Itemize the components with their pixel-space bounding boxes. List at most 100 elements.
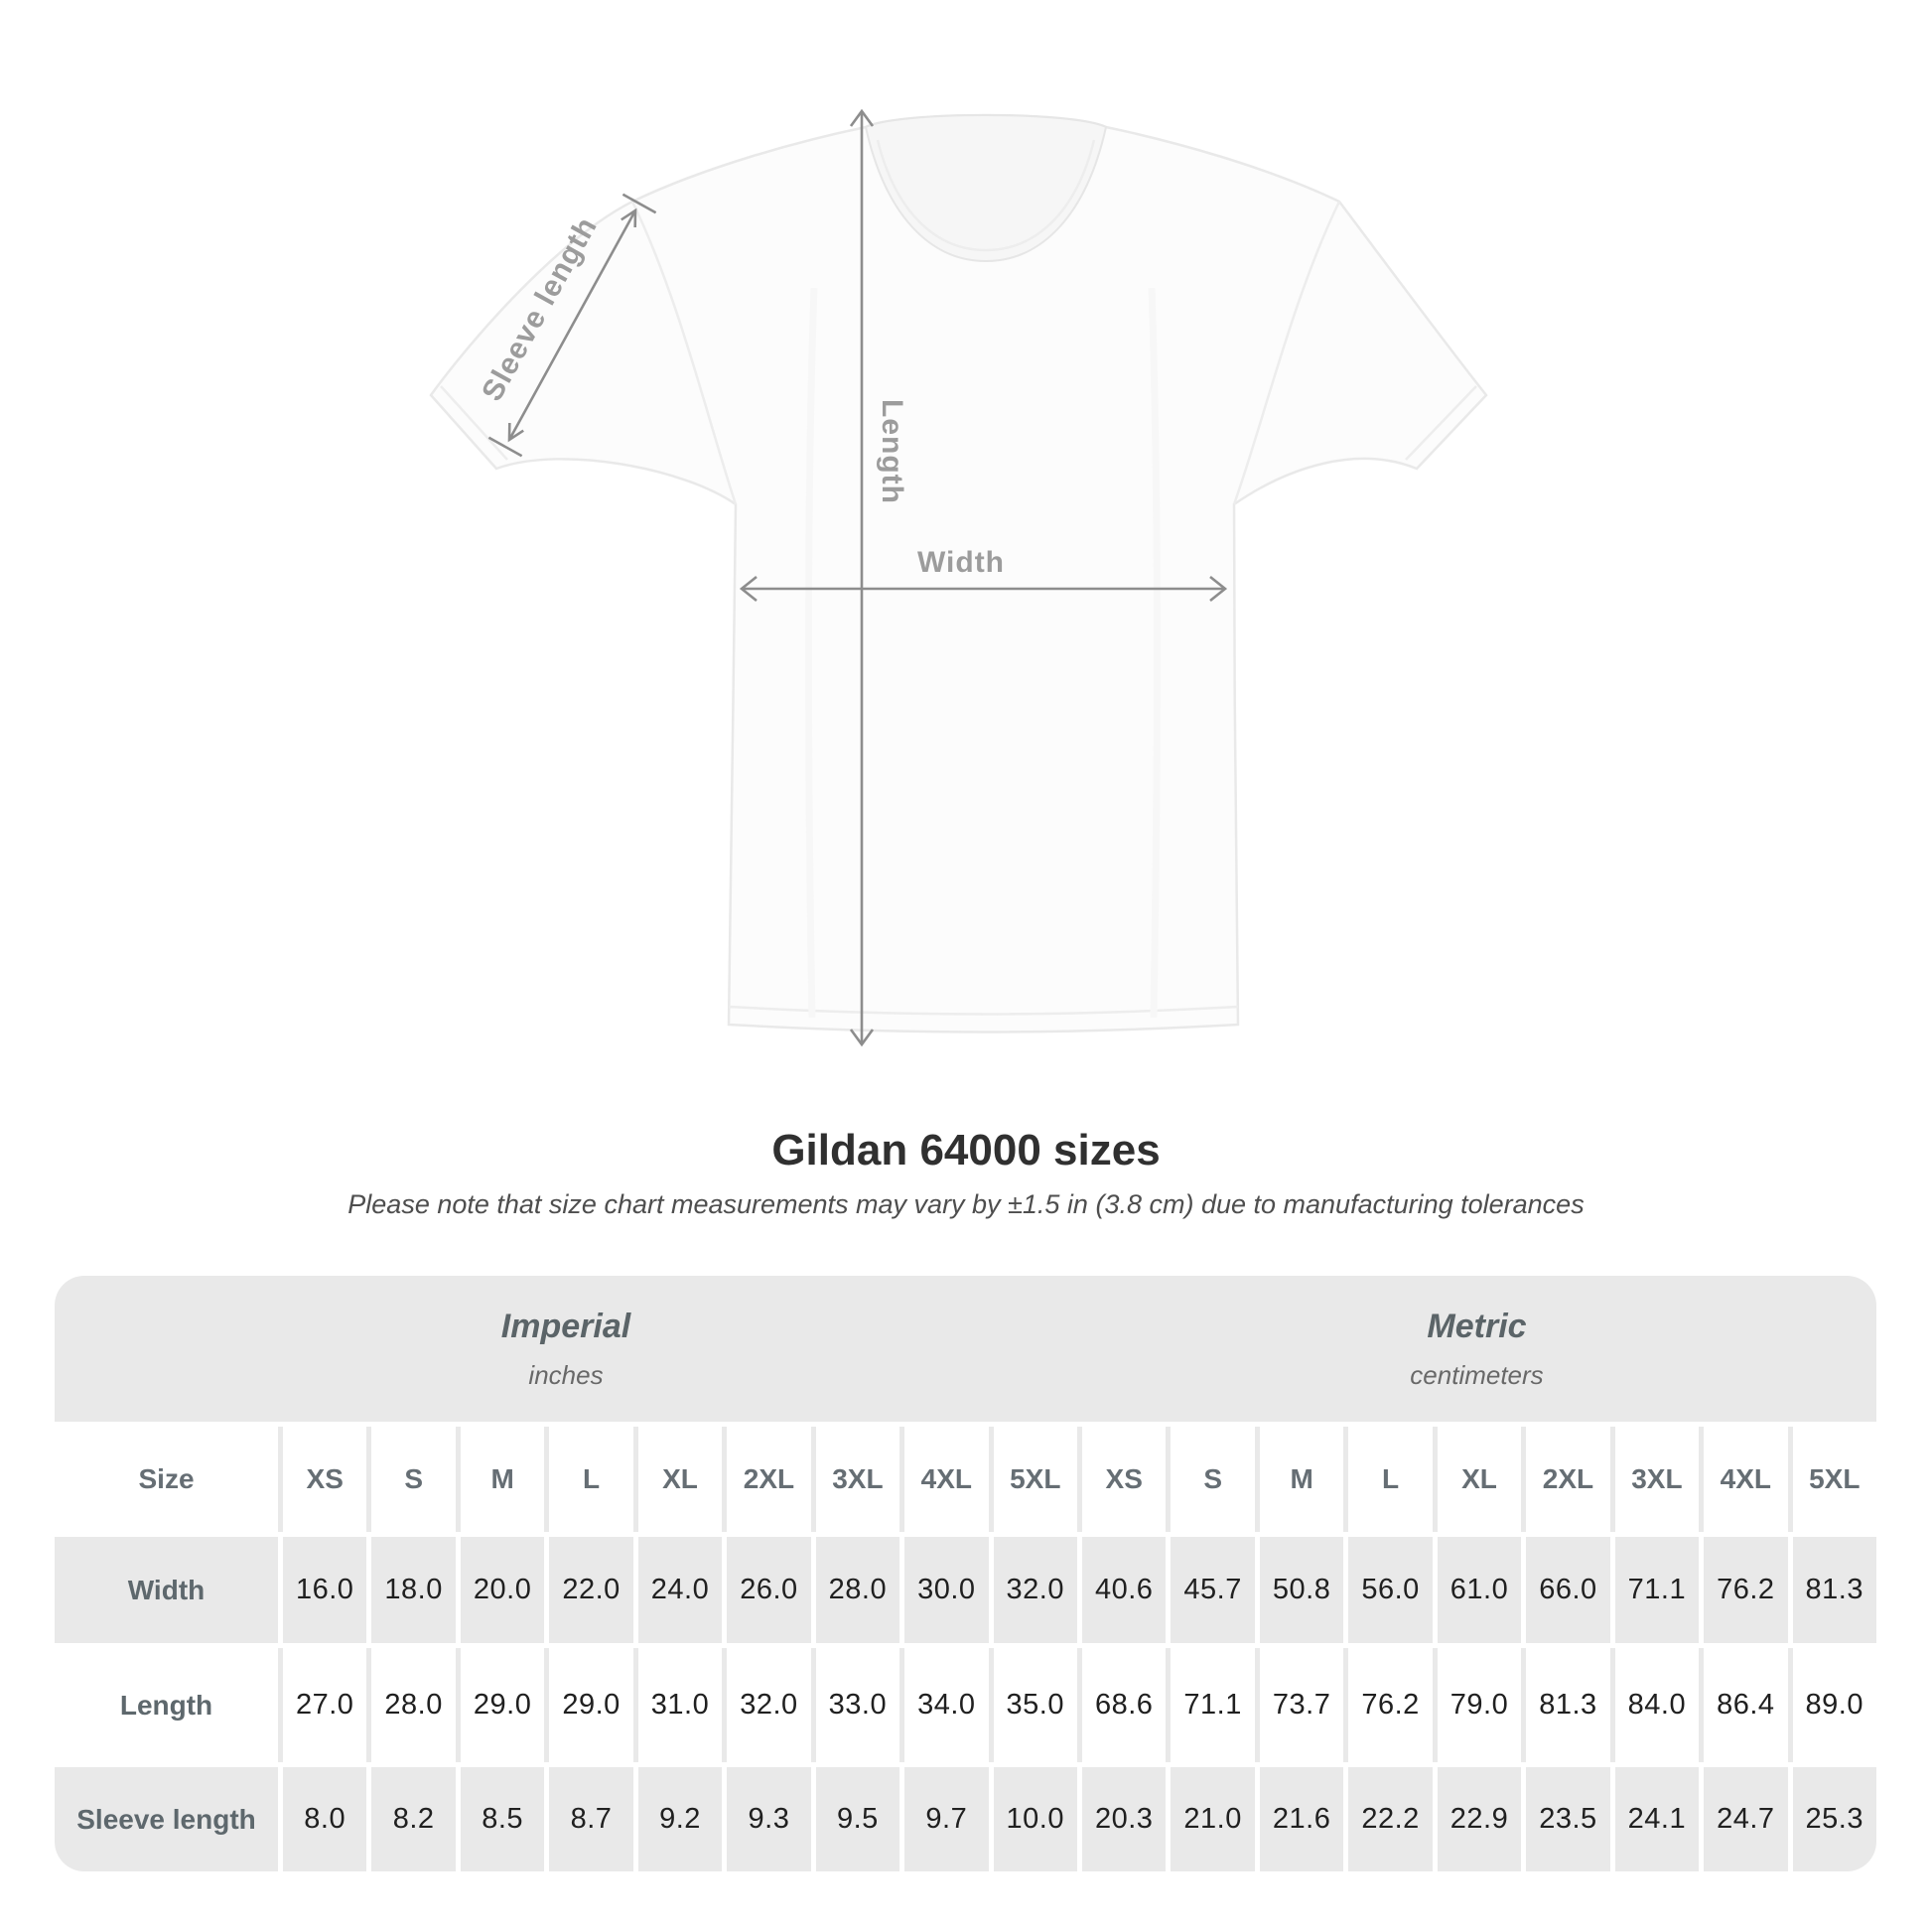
- imperial-group-unit: inches: [528, 1359, 604, 1390]
- sleeve-length-row: Sleeve length 8.0 8.2 8.5 8.7 9.2 9.3 9.…: [55, 1767, 1876, 1871]
- left-armhole-seam: [630, 201, 738, 505]
- table-cell: 20.3: [1081, 1767, 1167, 1871]
- size-header-cell: 4XL: [1704, 1427, 1788, 1532]
- table-cell: 32.0: [727, 1648, 811, 1762]
- row-label-length: Length: [55, 1648, 278, 1762]
- right-cuff-seam: [1405, 385, 1477, 461]
- size-header-cell: S: [1171, 1427, 1255, 1532]
- right-armhole-seam: [1232, 201, 1341, 505]
- table-cell: 34.0: [904, 1648, 989, 1762]
- size-header-cell: L: [549, 1427, 633, 1532]
- table-cell: 9.3: [727, 1767, 811, 1871]
- table-cell: 22.0: [549, 1537, 633, 1643]
- size-column-header: Size: [55, 1427, 278, 1532]
- table-cell: 68.6: [1081, 1648, 1167, 1762]
- size-header-cell: M: [460, 1427, 545, 1532]
- unit-group-header-row: Imperial inches Metric centimeters: [55, 1276, 1876, 1422]
- length-row: Length 27.0 28.0 29.0 29.0 31.0 32.0 33.…: [55, 1648, 1876, 1762]
- table-cell: 32.0: [993, 1537, 1077, 1643]
- imperial-group-title: Imperial: [500, 1307, 631, 1345]
- table-cell: 73.7: [1259, 1648, 1344, 1762]
- table-cell: 61.0: [1437, 1537, 1522, 1643]
- length-arrowhead-top: [849, 108, 875, 127]
- collar-opening: [864, 114, 1108, 263]
- size-header-cell: 2XL: [727, 1427, 811, 1532]
- table-cell: 56.0: [1348, 1537, 1433, 1643]
- page-title: Gildan 64000 sizes: [771, 1126, 1161, 1174]
- table-cell: 18.0: [371, 1537, 456, 1643]
- size-header-cell: XL: [1437, 1427, 1522, 1532]
- size-header-cell: XS: [1081, 1427, 1167, 1532]
- table-cell: 8.5: [460, 1767, 545, 1871]
- metric-group-header: Metric centimeters: [1077, 1276, 1876, 1422]
- table-cell: 66.0: [1526, 1537, 1610, 1643]
- size-header-cell: 5XL: [993, 1427, 1077, 1532]
- width-label: Width: [917, 546, 1005, 579]
- width-arrowhead-right: [1209, 575, 1228, 603]
- table-cell: 28.0: [371, 1648, 456, 1762]
- table-cell: 10.0: [993, 1767, 1077, 1871]
- table-cell: 76.2: [1704, 1537, 1788, 1643]
- table-cell: 24.7: [1704, 1767, 1788, 1871]
- table-cell: 27.0: [283, 1648, 367, 1762]
- table-cell: 16.0: [283, 1537, 367, 1643]
- table-cell: 29.0: [549, 1648, 633, 1762]
- table-cell: 24.0: [637, 1537, 723, 1643]
- table-cell: 8.2: [371, 1767, 456, 1871]
- table-cell: 40.6: [1081, 1537, 1167, 1643]
- length-arrowhead-bottom: [849, 1029, 875, 1047]
- tshirt-measurement-diagram: Length Width Sleeve length: [429, 108, 1488, 1047]
- table-cell: 33.0: [815, 1648, 900, 1762]
- sleeve-arrowhead-bottom: [507, 422, 524, 443]
- table-cell: 9.2: [637, 1767, 723, 1871]
- width-row: Width 16.0 18.0 20.0 22.0 24.0 26.0 28.0…: [55, 1537, 1876, 1643]
- table-cell: 71.1: [1614, 1537, 1700, 1643]
- table-cell: 8.0: [283, 1767, 367, 1871]
- table-cell: 23.5: [1526, 1767, 1610, 1871]
- table-cell: 28.0: [815, 1537, 900, 1643]
- table-cell: 81.3: [1526, 1648, 1610, 1762]
- table-cell: 9.7: [904, 1767, 989, 1871]
- table-cell: 9.5: [815, 1767, 900, 1871]
- size-header-cell: XS: [283, 1427, 367, 1532]
- size-header-cell: 5XL: [1792, 1427, 1876, 1532]
- table-cell: 25.3: [1792, 1767, 1876, 1871]
- table-cell: 45.7: [1171, 1537, 1255, 1643]
- table-cell: 86.4: [1704, 1648, 1788, 1762]
- table-cell: 79.0: [1437, 1648, 1522, 1762]
- table-cell: 21.0: [1171, 1767, 1255, 1871]
- table-cell: 30.0: [904, 1537, 989, 1643]
- size-header-cell: 2XL: [1526, 1427, 1610, 1532]
- fabric-fold-left: [805, 287, 818, 1019]
- table-cell: 22.9: [1437, 1767, 1522, 1871]
- table-cell: 20.0: [460, 1537, 545, 1643]
- sleeve-arrowhead-top: [621, 207, 637, 228]
- size-header-cell: M: [1259, 1427, 1344, 1532]
- collar-seam: [876, 139, 1096, 252]
- size-table: Imperial inches Metric centimeters Size …: [55, 1276, 1876, 1871]
- size-header-cell: L: [1348, 1427, 1433, 1532]
- row-label-width: Width: [55, 1537, 278, 1643]
- size-header-cell: 3XL: [1614, 1427, 1700, 1532]
- metric-group-unit: centimeters: [1410, 1359, 1544, 1390]
- size-header-cell: 3XL: [815, 1427, 900, 1532]
- table-cell: 22.2: [1348, 1767, 1433, 1871]
- size-header-cell: S: [371, 1427, 456, 1532]
- sleeve-end-tick-bottom: [487, 436, 523, 458]
- table-cell: 84.0: [1614, 1648, 1700, 1762]
- tolerance-note: Please note that size chart measurements…: [347, 1189, 1585, 1219]
- imperial-group-header: Imperial inches: [55, 1276, 1077, 1422]
- tshirt-illustration: [429, 113, 1488, 1034]
- sleeve-end-tick-top: [621, 193, 657, 214]
- sleeve-arrow: [507, 209, 637, 441]
- hem-seam: [728, 1005, 1239, 1016]
- metric-group-title: Metric: [1427, 1307, 1527, 1345]
- table-cell: 26.0: [727, 1537, 811, 1643]
- size-header-row: Size XS S M L XL 2XL 3XL 4XL 5XL XS S M …: [55, 1427, 1876, 1532]
- fabric-fold-right: [1148, 287, 1161, 1019]
- table-cell: 21.6: [1259, 1767, 1344, 1871]
- table-cell: 35.0: [993, 1648, 1077, 1762]
- table-cell: 71.1: [1171, 1648, 1255, 1762]
- size-header-cell: 4XL: [904, 1427, 989, 1532]
